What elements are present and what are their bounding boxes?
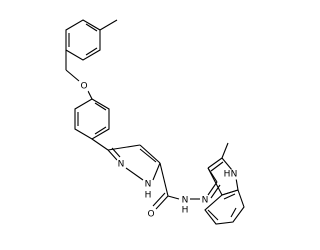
atom-label: N [182,196,189,206]
atom-label: O [80,82,87,92]
label-background [181,195,189,206]
label-background [146,209,156,220]
label-background [181,205,189,216]
atom-label: N [231,170,238,180]
label-background [144,190,152,201]
label-background [230,169,238,180]
label-background [117,159,125,170]
label-background [223,169,231,180]
label-background [201,195,209,206]
label-background [79,81,89,92]
atom-label: O [147,210,154,220]
structure-diagram: O N N H O N H N N H [65,19,245,225]
label-background [144,179,152,190]
atom-label: H [145,191,152,201]
atom-label: N [118,160,125,170]
atom-label: N [145,180,152,190]
atom-label: H [224,170,231,180]
atom-label: H [182,206,189,216]
atom-label: N [202,196,209,206]
bonds [65,19,245,225]
